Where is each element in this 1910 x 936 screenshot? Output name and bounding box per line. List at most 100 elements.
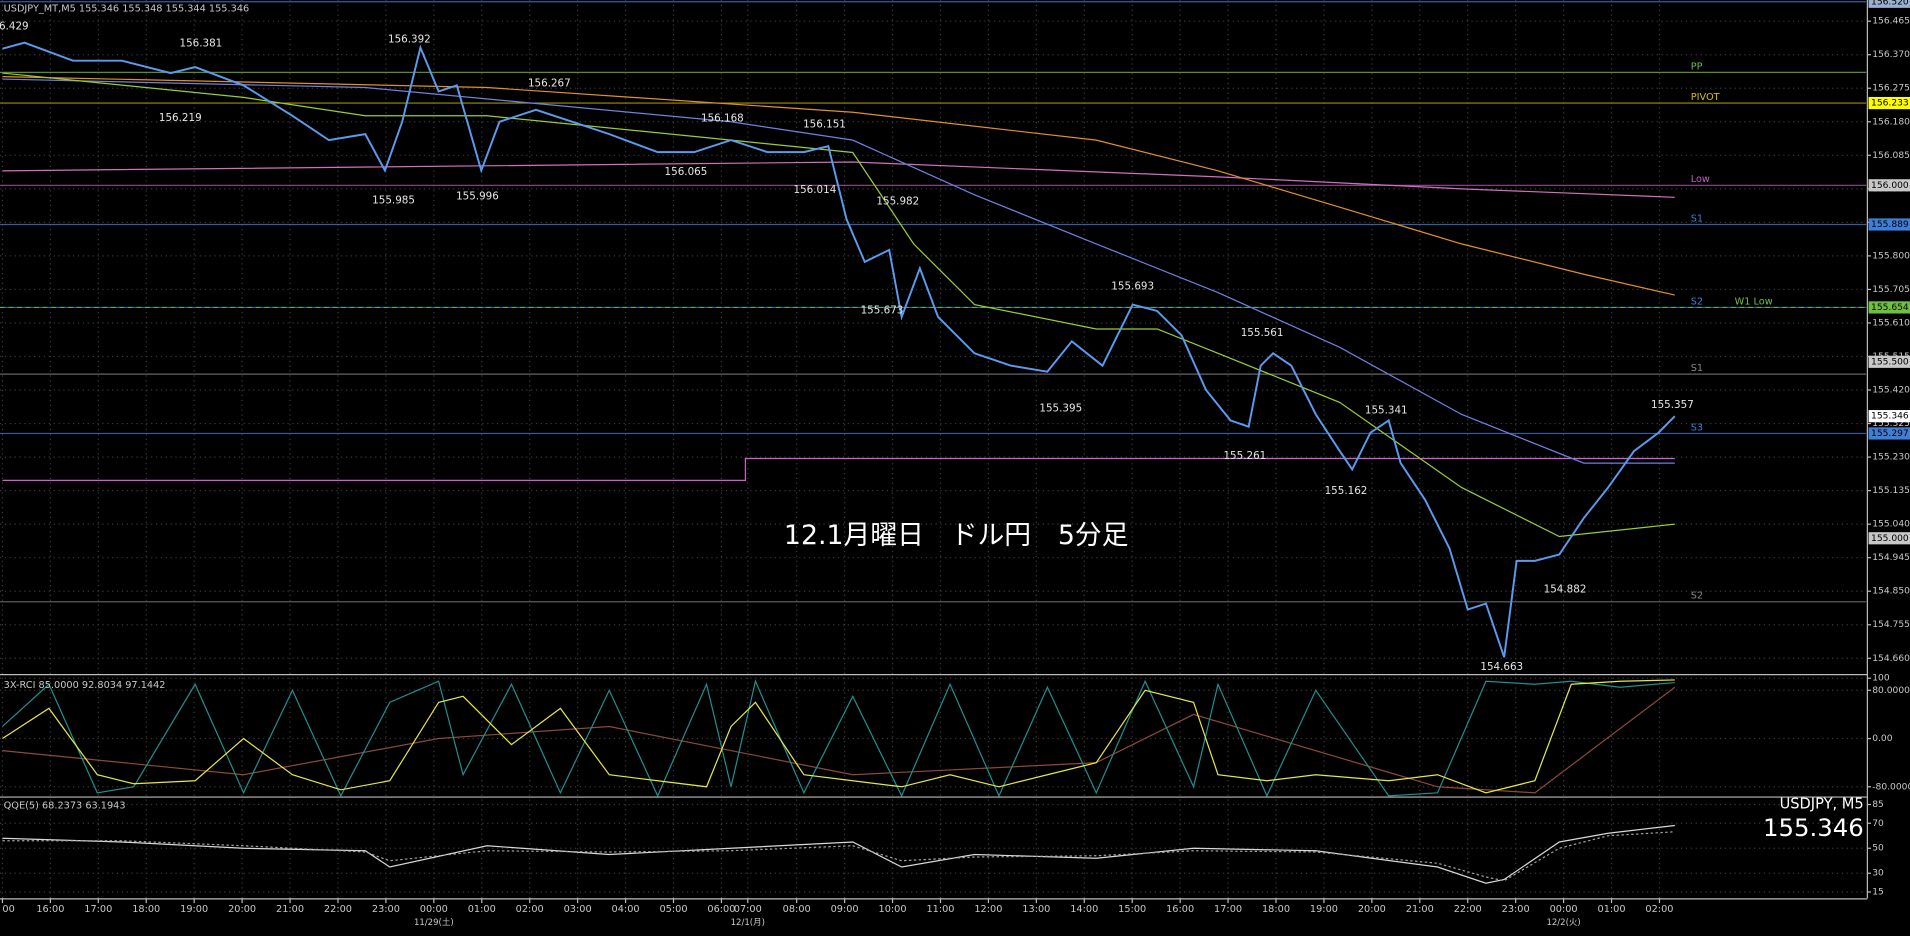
high-label: 156.267 <box>528 78 571 90</box>
x-tick-label: 20:00 <box>228 904 256 915</box>
x-tick-label: 23:00 <box>1502 904 1530 915</box>
y-tick-label: 85 <box>1872 800 1884 810</box>
x-tick-label: 14:00 <box>1070 904 1098 915</box>
low-label: 156.065 <box>665 166 708 178</box>
chart-title: USDJPY_MT,M5 155.346 155.348 155.344 155… <box>4 4 250 15</box>
high-label: 156.392 <box>388 34 431 46</box>
series-line <box>2 686 1676 794</box>
x-tick-label: 04:00 <box>612 904 640 915</box>
price-marker <box>1868 218 1910 231</box>
price-marker <box>1868 532 1910 545</box>
x-tick-label: 17:00 <box>84 904 112 915</box>
x-tick-label: 00:00 <box>1550 904 1578 915</box>
last-price: 155.346 <box>1763 813 1864 842</box>
series-line <box>2 161 1675 198</box>
x-tick-label: 18:00 <box>132 904 160 915</box>
y-tick-label: -80.0000 <box>1872 782 1910 792</box>
y-tick-label: 154.660 <box>1872 654 1910 664</box>
y-tick-label: 154.945 <box>1872 553 1910 563</box>
symbol-label: USDJPY, M5 <box>1780 795 1864 812</box>
y-tick-label: 155.705 <box>1872 285 1910 295</box>
y-tick-label: 156.085 <box>1872 151 1910 161</box>
series-line <box>2 831 1675 882</box>
price-marker-label: 155.500 <box>1871 357 1909 367</box>
x-tick-label: 00:00 <box>420 904 448 915</box>
x-tick-label: 17:00 <box>1214 904 1242 915</box>
price-marker <box>1868 427 1910 440</box>
price-marker-label: 156.000 <box>1871 181 1909 191</box>
level-label: Low <box>1691 174 1710 185</box>
price-marker-label: 156.520 <box>1871 0 1909 7</box>
level-label: S1 <box>1691 213 1703 224</box>
y-tick-label: 50 <box>1872 844 1884 854</box>
level-label: PP <box>1691 61 1703 72</box>
y-tick-label: 80.0000 <box>1872 686 1910 696</box>
price-marker <box>1868 0 1910 8</box>
y-tick-label: 155.135 <box>1872 486 1910 496</box>
x-tick-label: 01:00 <box>468 904 496 915</box>
x-date-label: 12/1(月) <box>731 918 765 928</box>
price-marker <box>1868 179 1910 192</box>
y-tick-label: 155.325 <box>1872 419 1910 429</box>
x-tick-label: 06:00 <box>707 904 735 915</box>
price-marker-label: 156.233 <box>1871 99 1909 109</box>
high-label: 155.357 <box>1651 399 1694 411</box>
panel-title: 3X-RCI 85.0000 92.8034 97.1442 <box>4 680 166 691</box>
y-tick-label: 15 <box>1872 887 1884 897</box>
x-tick-label: 16:00 <box>1166 904 1194 915</box>
x-tick-label: 20:00 <box>1358 904 1386 915</box>
x-tick-label: 23:00 <box>372 904 400 915</box>
x-tick-label: 02:00 <box>1645 904 1673 915</box>
y-tick-label: 70 <box>1872 819 1884 829</box>
price-marker-label: 155.346 <box>1871 412 1909 422</box>
x-date-label: 11/29(土) <box>414 917 454 928</box>
high-label: 156.151 <box>803 119 846 131</box>
level-label: PIVOT <box>1691 92 1720 103</box>
series-line <box>2 679 1675 798</box>
y-tick-label: 155.800 <box>1872 251 1910 261</box>
price-line <box>2 41 1676 658</box>
x-tick-label: 22:00 <box>1454 904 1482 915</box>
x-tick-label: 21:00 <box>276 904 304 915</box>
low-label: 154.882 <box>1544 584 1587 596</box>
low-label: 155.982 <box>876 195 919 207</box>
y-tick-label: 155.420 <box>1872 386 1910 396</box>
panel-title: QQE(5) 68.2373 63.1943 <box>4 801 126 812</box>
series-line <box>2 75 1675 296</box>
x-date-label: 12/2(火) <box>1546 918 1580 928</box>
high-label: 155.693 <box>1111 280 1154 292</box>
grid <box>0 0 1867 899</box>
price-marker-label: 155.654 <box>1871 303 1909 313</box>
y-tick-label: 155.230 <box>1872 453 1910 463</box>
x-tick-label: 18:00 <box>1262 904 1290 915</box>
price-marker <box>1868 96 1910 110</box>
x-tick-label: 01:00 <box>1598 904 1626 915</box>
low-label: 155.395 <box>1039 403 1082 415</box>
price-marker-label: 155.889 <box>1871 220 1909 230</box>
y-tick-label: 155.610 <box>1872 318 1910 328</box>
level-label: S1 <box>1691 363 1703 374</box>
low-label: 154.663 <box>1480 661 1523 673</box>
low-label: 155.162 <box>1325 485 1368 497</box>
level-label: S2 <box>1691 591 1703 602</box>
low-label: 155.261 <box>1223 450 1266 462</box>
x-tick-label: 11:00 <box>926 904 954 915</box>
level-label: S3 <box>1691 422 1703 433</box>
series-line <box>2 78 1675 464</box>
x-tick-label: 19:00 <box>180 904 208 915</box>
high-label: 155.561 <box>1241 327 1284 339</box>
high-label: 156.168 <box>701 113 744 125</box>
x-tick-label: 12:00 <box>974 904 1002 915</box>
x-tick-label: 03:00 <box>564 904 592 915</box>
low-label: 155.996 <box>456 190 499 202</box>
level-label: W1 Low <box>1735 296 1773 307</box>
y-tick-label: 30 <box>1872 869 1884 879</box>
price-marker <box>1868 301 1910 314</box>
x-tick-label: 08:00 <box>783 904 811 915</box>
y-tick-label: 154.850 <box>1872 587 1910 597</box>
series-line <box>2 679 1675 794</box>
